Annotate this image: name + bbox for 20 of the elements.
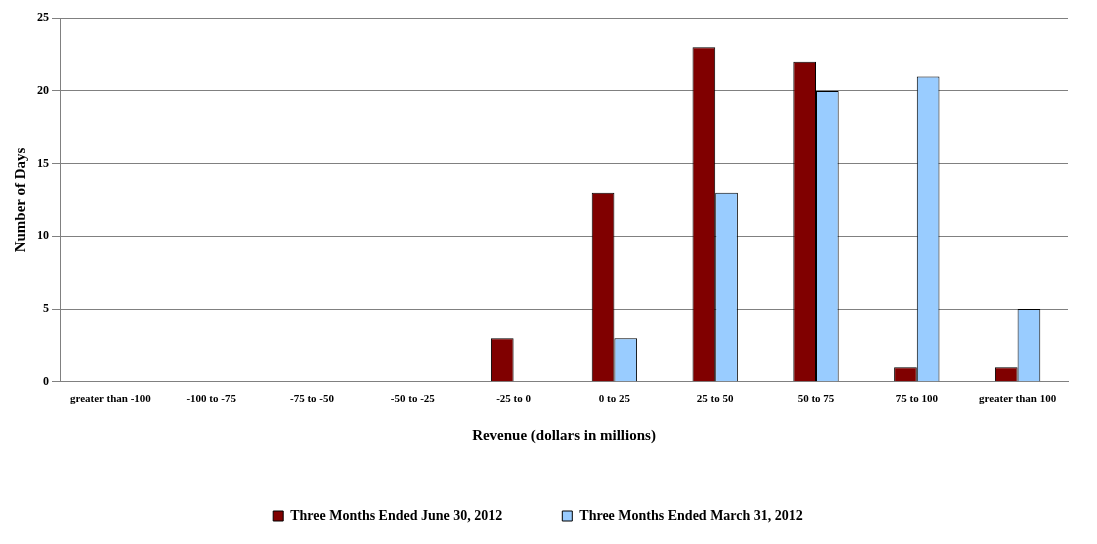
x-tick-label: greater than 100 [979,392,1057,405]
y-tick-label: 5 [43,301,49,316]
x-tick-label: greater than -100 [69,392,152,405]
x-tick-label: -50 to -25 [390,392,436,405]
x-tick-label: 0 to 25 [598,392,631,405]
y-tick-label: 0 [43,373,49,388]
y-tick-label: 20 [37,83,49,98]
x-tick-label: -25 to 0 [496,392,532,405]
x-tick-label: 25 to 50 [696,392,735,405]
y-axis-title: Number of Days [11,147,28,253]
y-tick-label: 15 [37,155,49,170]
y-tick-label: 25 [37,10,49,25]
x-tick-label: -100 to -75 [186,392,237,405]
legend-label: Three Months Ended June 30, 2012 [290,507,503,523]
x-tick-label: 50 to 75 [797,392,835,405]
legend-label: Three Months Ended March 31, 2012 [579,507,803,523]
y-tick-label: 10 [37,228,49,243]
x-tick-label: -75 to -50 [290,392,335,405]
x-axis-title: Revenue (dollars in millions) [472,426,656,444]
x-tick-label: 75 to 100 [895,392,939,405]
